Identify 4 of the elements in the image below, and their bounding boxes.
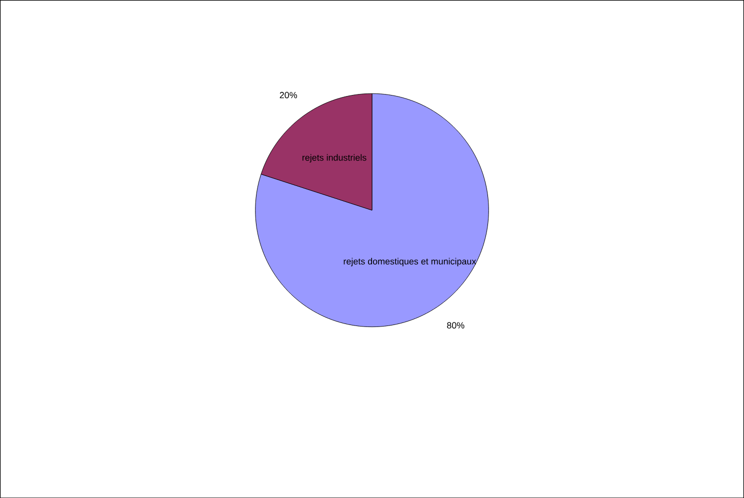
data-label: 20% [280,92,298,98]
data-label: 80% [447,322,464,328]
slice-label: rejets industriels [302,154,366,162]
slice-label: rejets domestiques et municipaux [344,258,476,266]
